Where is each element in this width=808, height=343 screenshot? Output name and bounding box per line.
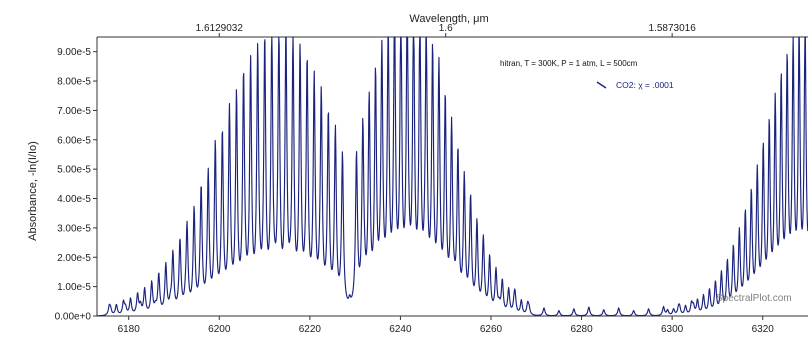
legend-swatch	[596, 81, 607, 89]
y-tick-label: 6.00e-5	[57, 135, 91, 146]
y-tick-label: 8.00e-5	[57, 77, 91, 88]
top-axis-title: Wavelength, μm	[409, 13, 488, 25]
legend-header: hitran, T = 300K, P = 1 atm, L = 500cm	[500, 59, 638, 68]
x-tick-label: 6260	[480, 324, 503, 335]
top-tick-label: 1.5873016	[648, 23, 696, 34]
series-layer	[96, 36, 808, 317]
x-tick-label: 6180	[118, 324, 141, 335]
x-tick-label: 6220	[299, 324, 322, 335]
y-tick-label: 5.00e-5	[57, 165, 91, 176]
y-tick-label: 9.00e-5	[57, 47, 91, 58]
top-tick-label: 1.6129032	[196, 23, 244, 34]
x-tick-label: 6280	[570, 324, 593, 335]
y-tick-label: 1.00e-5	[57, 282, 91, 293]
top-tick-label: 1.6	[439, 23, 453, 34]
y-axis-title: Absorbance, -ln(I/Io)	[27, 141, 39, 241]
legend-series-label: CO2: χ = .0001	[616, 80, 674, 90]
y-tick-label: 2.00e-5	[57, 253, 91, 264]
y-tick-label: 7.00e-5	[57, 106, 91, 117]
text-layer: Wavelength, μm Absorbance, -ln(I/Io) hit…	[27, 13, 792, 304]
spectrum-series-co2	[96, 36, 808, 317]
x-tick-label: 6300	[661, 324, 684, 335]
y-tick-label: 0.00e+0	[55, 312, 92, 323]
x-tick-label: 6320	[752, 324, 775, 335]
watermark: SpectralPlot.com	[716, 293, 792, 304]
x-tick-label: 6200	[208, 324, 231, 335]
y-tick-label: 3.00e-5	[57, 223, 91, 234]
x-tick-label: 6240	[389, 324, 412, 335]
axes-layer: 6180 6200 6220 6240 6260 6280 6300 6320 1.612903…	[55, 23, 808, 335]
y-tick-label: 4.00e-5	[57, 194, 91, 205]
